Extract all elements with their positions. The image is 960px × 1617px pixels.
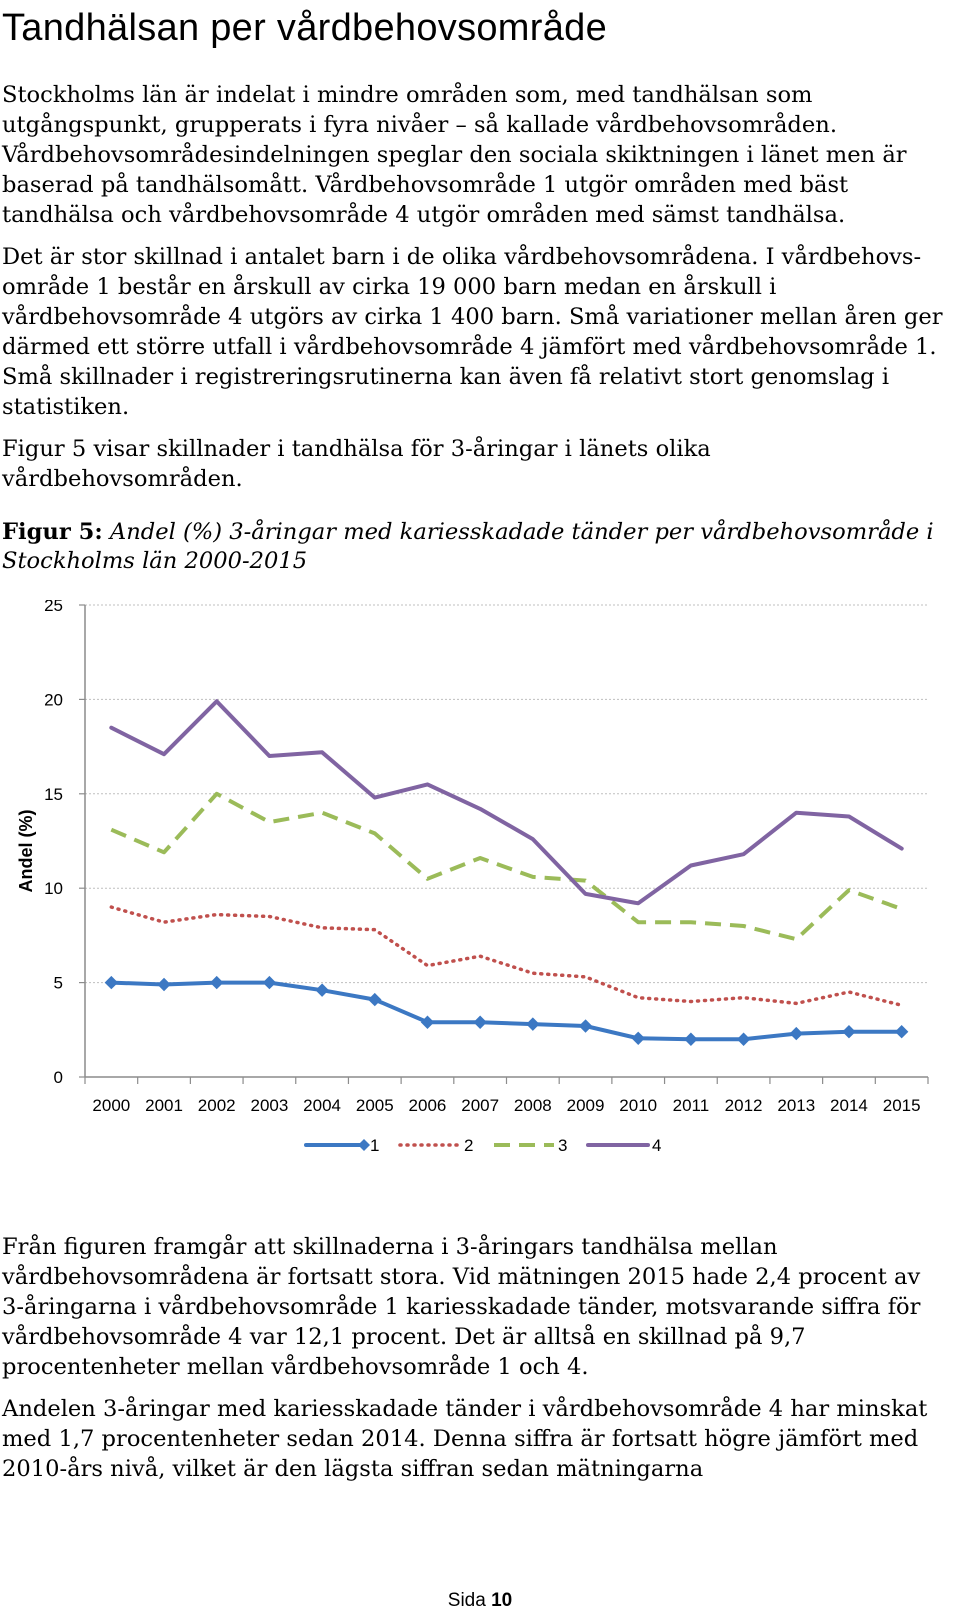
x-tick-label: 2013 — [777, 1096, 815, 1115]
x-tick-label: 2008 — [514, 1096, 552, 1115]
x-tick-label: 2000 — [92, 1096, 130, 1115]
x-tick-label: 2006 — [409, 1096, 447, 1115]
page-number: 10 — [491, 1590, 513, 1611]
x-tick-label: 2004 — [303, 1096, 341, 1115]
y-tick-label: 15 — [44, 785, 63, 804]
legend-label: 3 — [558, 1136, 567, 1155]
series-line-4 — [109, 699, 904, 906]
paragraph: Från figuren framgår att skillnaderna i … — [2, 1234, 921, 1380]
data-point — [262, 975, 277, 990]
series-line-3 — [110, 791, 903, 942]
data-point — [473, 1015, 487, 1029]
page-title: Tandhälsan per vårdbehovsområde — [2, 7, 608, 49]
y-axis-title: Andel (%) — [16, 809, 36, 892]
data-point — [526, 1017, 540, 1031]
x-tick-label: 2009 — [567, 1096, 605, 1115]
y-tick-label: 25 — [44, 600, 63, 615]
x-tick-label: 2014 — [830, 1096, 868, 1115]
data-point — [684, 1032, 698, 1046]
intro-text: Stockholms län är indelat i mindre områd… — [2, 80, 947, 506]
series-line-2 — [109, 905, 904, 1008]
y-tick-label: 20 — [44, 690, 63, 709]
data-point — [104, 975, 119, 990]
x-tick-label: 2015 — [883, 1096, 921, 1115]
line-chart: 0 5 10 15 20 25 2000 2001 2002 2003 2004 2005 2006 20… — [0, 600, 960, 1200]
data-point — [736, 1032, 751, 1046]
legend-label: 1 — [370, 1136, 379, 1155]
data-point — [789, 1026, 803, 1041]
data-point — [631, 1031, 645, 1046]
x-tick-label: 2002 — [198, 1096, 236, 1115]
data-point — [315, 983, 329, 997]
legend-label: 4 — [652, 1136, 661, 1155]
series-line-1 — [109, 980, 904, 1042]
data-point — [210, 975, 224, 990]
chart-svg: 0 5 10 15 20 25 2000 2001 2002 2003 2004 2005 2006 20… — [16, 600, 929, 1155]
paragraph: Stockholms län är indelat i mindre områd… — [2, 82, 907, 228]
figure-caption-text: Andel (%) 3-åringar med kariesskadade tä… — [2, 519, 934, 574]
footer-label: Sida — [447, 1590, 486, 1611]
x-tick-label: 2011 — [673, 1096, 710, 1115]
paragraph: Andelen 3-åringar med kariesskadade tänd… — [2, 1396, 928, 1482]
y-tick-label: 5 — [54, 974, 63, 993]
after-text: Från figuren framgår att skillnaderna i … — [2, 1232, 947, 1496]
x-tick-label: 2012 — [725, 1096, 763, 1115]
data-point — [578, 1019, 593, 1033]
y-tick-label: 10 — [44, 879, 63, 898]
x-tick-label: 2007 — [461, 1096, 499, 1115]
x-tick-label: 2010 — [619, 1096, 657, 1115]
data-point — [420, 1015, 435, 1029]
data-point — [157, 977, 171, 992]
x-tick-label: 2005 — [356, 1096, 394, 1115]
legend-label: 2 — [464, 1136, 473, 1155]
paragraph: Det är stor skillnad i antalet barn i de… — [2, 244, 943, 420]
x-tick-label: 2001 — [145, 1096, 183, 1115]
page-footer: Sida 10 — [0, 1590, 960, 1612]
data-point — [842, 1024, 856, 1039]
paragraph: Figur 5 visar skillnader i tandhälsa för… — [2, 436, 711, 492]
legend-marker — [358, 1139, 370, 1151]
figure-caption-lead: Figur 5: — [2, 519, 103, 545]
data-point — [894, 1024, 909, 1039]
y-tick-label: 0 — [54, 1068, 63, 1087]
data-point — [368, 992, 382, 1007]
x-tick-label: 2003 — [250, 1096, 288, 1115]
figure-caption: Figur 5: Andel (%) 3-åringar med kariess… — [2, 518, 947, 576]
